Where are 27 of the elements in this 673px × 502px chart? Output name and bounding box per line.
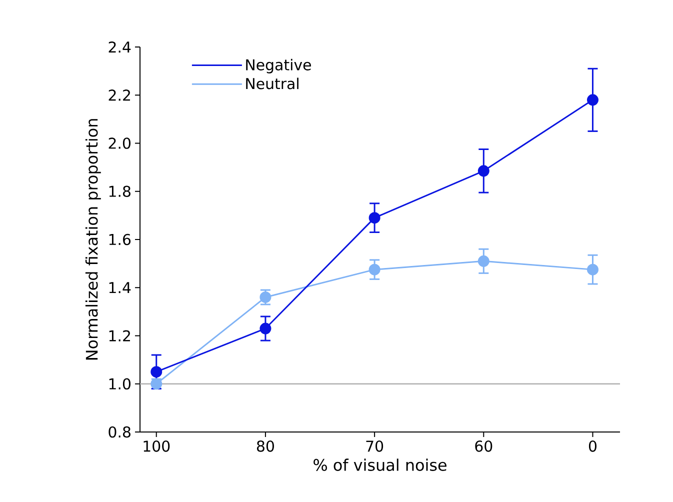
point xyxy=(586,94,598,106)
point xyxy=(586,264,598,276)
x-tick-label: 70 xyxy=(366,440,384,452)
y-tick-label: 2.4 xyxy=(108,41,131,53)
x-axis-title: % of visual noise xyxy=(314,458,446,471)
x-tick-label: 100 xyxy=(144,440,170,452)
point xyxy=(260,291,272,303)
point xyxy=(150,366,162,378)
y-tick-label: 0.8 xyxy=(108,426,130,438)
point xyxy=(478,165,490,177)
y-tick-label: 2.0 xyxy=(108,138,130,149)
point xyxy=(368,212,380,224)
point xyxy=(368,264,380,276)
legend-label: Neutral xyxy=(246,78,298,90)
y-axis-title: Normalized fixation proportion xyxy=(85,119,101,360)
point xyxy=(478,255,490,267)
y-tick-label: 1.6 xyxy=(109,234,131,246)
y-tick-label: 1.4 xyxy=(109,282,131,294)
y-tick-label: 1.2 xyxy=(109,330,130,342)
x-tick-label: 0 xyxy=(588,440,596,452)
y-tick-label: 1.0 xyxy=(109,378,130,390)
x-tick-label: 60 xyxy=(475,440,492,452)
point xyxy=(260,322,272,334)
x-tick-label: 80 xyxy=(256,440,274,452)
legend-label: Negative xyxy=(246,58,311,74)
y-tick-label: 2.2 xyxy=(108,90,130,101)
y-tick-label: 1.8 xyxy=(109,186,130,198)
